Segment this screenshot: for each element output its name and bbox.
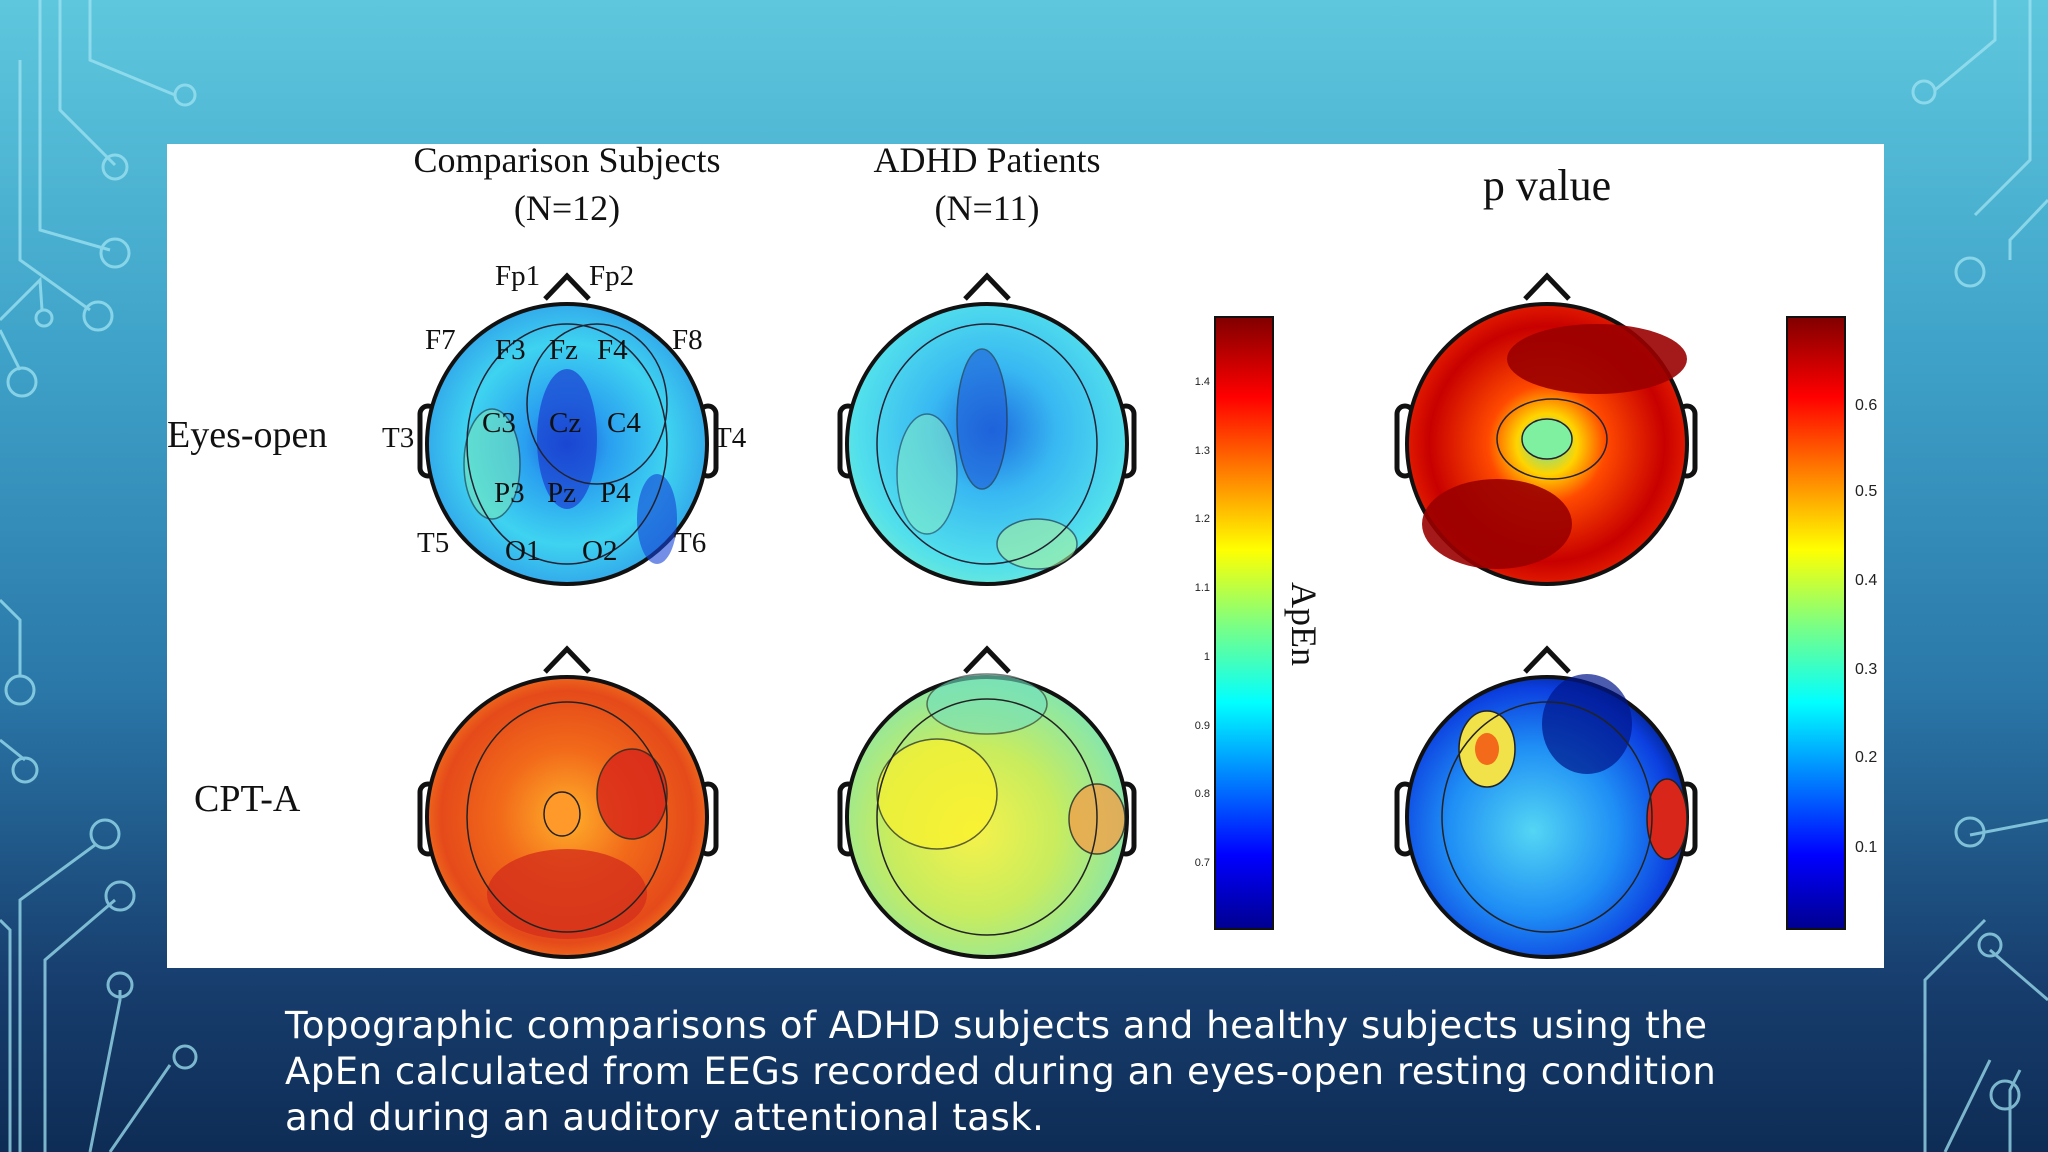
electrode-o1: O1	[505, 535, 540, 567]
apen-tick: 0.8	[1195, 788, 1210, 800]
col-title-pvalue: p value	[1483, 161, 1611, 210]
pvalue-tick: 0.3	[1855, 661, 1877, 678]
electrode-f4: F4	[597, 334, 628, 366]
apen-tick: 0.7	[1195, 857, 1210, 869]
electrode-labels: Fp1 Fp2 F7 F3 Fz F4 F8 T3 C3 Cz C4 T4 P3…	[382, 260, 747, 567]
electrode-p3: P3	[494, 477, 525, 509]
row-label-cpt-a: CPT-A	[194, 778, 301, 820]
head-map-comparison-cpt-a	[417, 645, 719, 959]
electrode-t6: T6	[674, 527, 706, 559]
electrode-fp2: Fp2	[589, 260, 634, 292]
electrode-t5: T5	[417, 527, 449, 559]
electrode-cz: Cz	[549, 407, 581, 439]
apen-tick: 1.4	[1195, 376, 1210, 388]
pvalue-tick: 0.2	[1855, 749, 1877, 766]
electrode-fz: Fz	[549, 334, 578, 366]
electrode-p4: P4	[600, 477, 631, 509]
pvalue-colorbar: 0.6 0.5 0.4 0.3 0.2 0.1	[1786, 316, 1877, 930]
head-map-adhd-cpt-a	[837, 645, 1137, 959]
electrode-c4: C4	[607, 407, 641, 439]
caption-line: Topographic comparisons of ADHD subjects…	[285, 1004, 1708, 1047]
col-subtitle-adhd: (N=11)	[935, 188, 1040, 228]
row-label-eyes-open: Eyes-open	[167, 414, 327, 456]
pvalue-tick: 0.6	[1855, 397, 1877, 414]
apen-tick: 1.3	[1195, 445, 1210, 457]
pvalue-tick: 0.5	[1855, 483, 1877, 500]
head-map-adhd-eyes-open	[837, 272, 1137, 586]
apen-tick: 1	[1204, 651, 1210, 663]
col-title-comparison: Comparison Subjects	[414, 144, 721, 180]
head-map-pvalue-cpt-a	[1394, 645, 1698, 959]
col-title-adhd: ADHD Patients	[874, 144, 1101, 180]
electrode-f7: F7	[425, 324, 456, 356]
head-map-comparison-eyes-open	[417, 272, 719, 586]
electrode-t4: T4	[714, 422, 747, 454]
caption-line: ApEn calculated from EEGs recorded durin…	[285, 1050, 1717, 1093]
slide-caption: Topographic comparisons of ADHD subjects…	[285, 1003, 1785, 1141]
topographic-figure: Comparison Subjects (N=12) ADHD Patients…	[167, 144, 1884, 968]
caption-line: and during an auditory attentional task.	[285, 1096, 1045, 1139]
apen-tick: 1.1	[1195, 582, 1210, 594]
electrode-pz: Pz	[547, 477, 576, 509]
apen-tick: 0.9	[1195, 720, 1210, 732]
electrode-f8: F8	[672, 324, 703, 356]
electrode-fp1: Fp1	[495, 260, 540, 292]
pvalue-tick: 0.4	[1855, 572, 1877, 589]
col-subtitle-comparison: (N=12)	[514, 188, 620, 228]
electrode-t3: T3	[382, 422, 414, 454]
pvalue-tick: 0.1	[1855, 839, 1877, 856]
apen-colorbar: 1.4 1.3 1.2 1.1 1 0.9 0.8 0.7 ApEn	[1195, 316, 1324, 930]
electrode-c3: C3	[482, 407, 516, 439]
apen-tick: 1.2	[1195, 513, 1210, 525]
electrode-f3: F3	[495, 334, 526, 366]
electrode-o2: O2	[582, 535, 617, 567]
head-map-pvalue-eyes-open	[1394, 272, 1698, 586]
apen-colorbar-label: ApEn	[1284, 582, 1324, 666]
